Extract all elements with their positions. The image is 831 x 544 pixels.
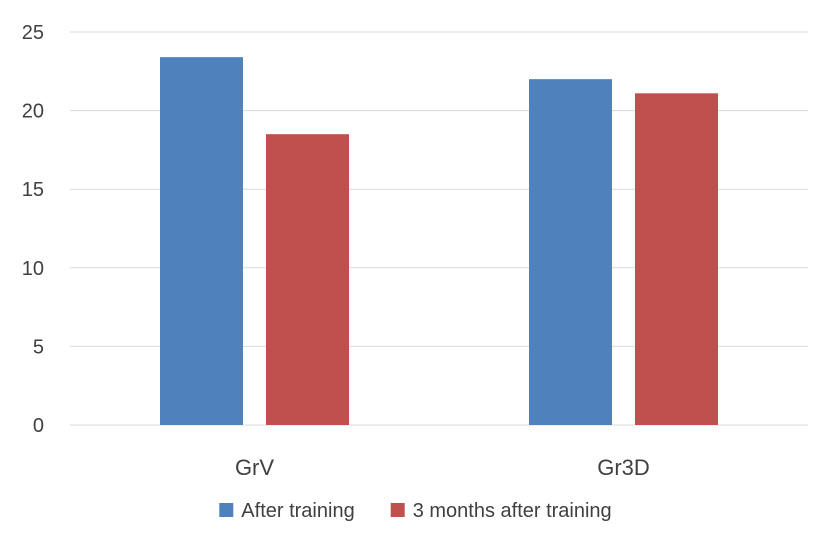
y-tick-label: 5 [33,336,44,358]
x-category-label: Gr3D [597,455,650,480]
x-axis-category-labels: GrV Gr3D [235,455,650,480]
legend-label: After training [241,500,354,522]
bar-grv-series-2 [266,134,349,425]
legend-label: 3 months after training [413,500,612,522]
legend-item-2: 3 months after training [390,500,612,522]
bar-grv-series-1 [160,57,243,425]
y-tick-label: 15 [22,179,44,201]
y-tick-label: 10 [22,258,44,280]
y-tick-label: 25 [22,22,44,44]
y-tick-label: 20 [22,101,44,123]
bars [160,57,718,426]
legend-swatch [219,503,234,517]
bar-gr3d-series-2 [635,93,718,426]
legend-item-1: After training [219,500,355,522]
legend: After training 3 months after training [219,500,612,522]
bar-gr3d-series-1 [529,79,612,425]
y-tick-label: 0 [33,415,44,437]
y-axis-tick-labels: 0 5 10 15 20 25 [22,22,44,437]
legend-swatch [390,503,405,517]
x-category-label: GrV [235,455,274,480]
